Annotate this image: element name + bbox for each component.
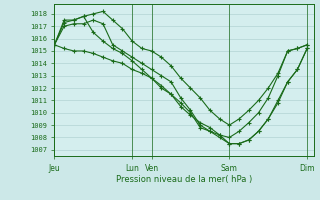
X-axis label: Pression niveau de la mer( hPa ): Pression niveau de la mer( hPa )	[116, 175, 252, 184]
